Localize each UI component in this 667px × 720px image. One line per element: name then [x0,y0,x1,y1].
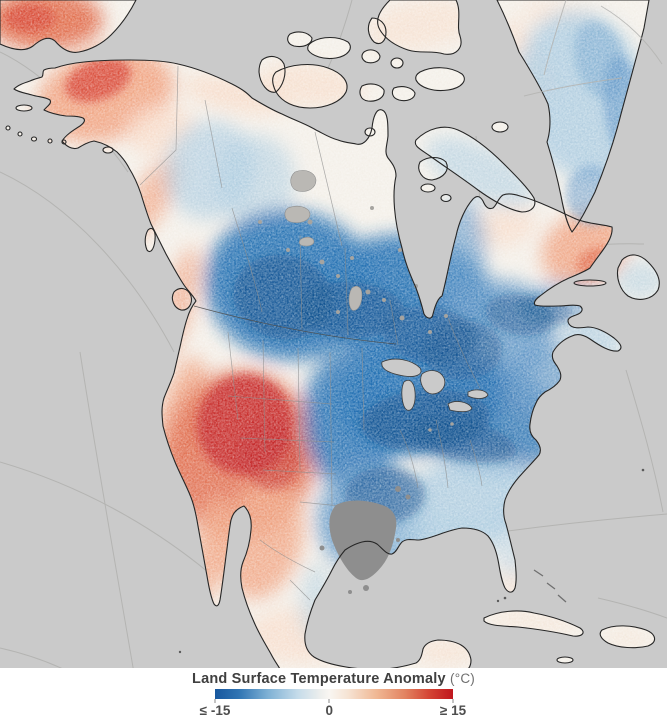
tick-label: ≤ -15 [199,703,231,718]
lake-athabasca [298,236,315,247]
graticule-over-greenland [523,0,663,97]
tick-label: ≥ 15 [439,703,467,718]
lake-great-slave [284,205,311,223]
bahamas-cays [533,569,567,603]
lake-winnipeg [348,285,363,311]
admin-borders [139,65,483,601]
colorbar-wrap: ≤ -15 0 ≥ 15 [200,689,466,719]
lake-michigan [401,379,416,411]
small-island-marks [178,468,645,654]
anomaly-field [0,0,667,668]
colorbar-gradient [215,689,453,699]
tick-mark [328,699,330,703]
legend-title: Land Surface Temperature Anomaly (°C) [0,671,667,687]
tick-mark [214,699,216,703]
lake-great-bear [290,170,317,192]
tick-label: 0 [325,703,333,718]
lakes [284,170,489,413]
temperature-anomaly-map [0,0,667,668]
bermuda-dot [641,468,645,472]
no-data-region-texas [319,486,411,594]
lake-erie [447,401,473,413]
legend-title-text: Land Surface Temperature Anomaly [192,671,446,687]
legend: Land Surface Temperature Anomaly (°C) ≤ … [0,668,667,720]
florida-keys-dot-2 [496,599,500,603]
lake-superior [381,358,422,377]
lake-huron [420,370,446,395]
pacific-islet-dot [178,650,182,654]
tick-mark [452,699,454,703]
lake-ontario [467,389,489,399]
legend-unit: (°C) [450,671,475,686]
colorbar-labels: ≤ -15 0 ≥ 15 [200,703,466,719]
florida-keys-dot [503,596,507,600]
snow-speckle-texture [0,0,667,668]
colorbar-ticks [214,699,454,704]
